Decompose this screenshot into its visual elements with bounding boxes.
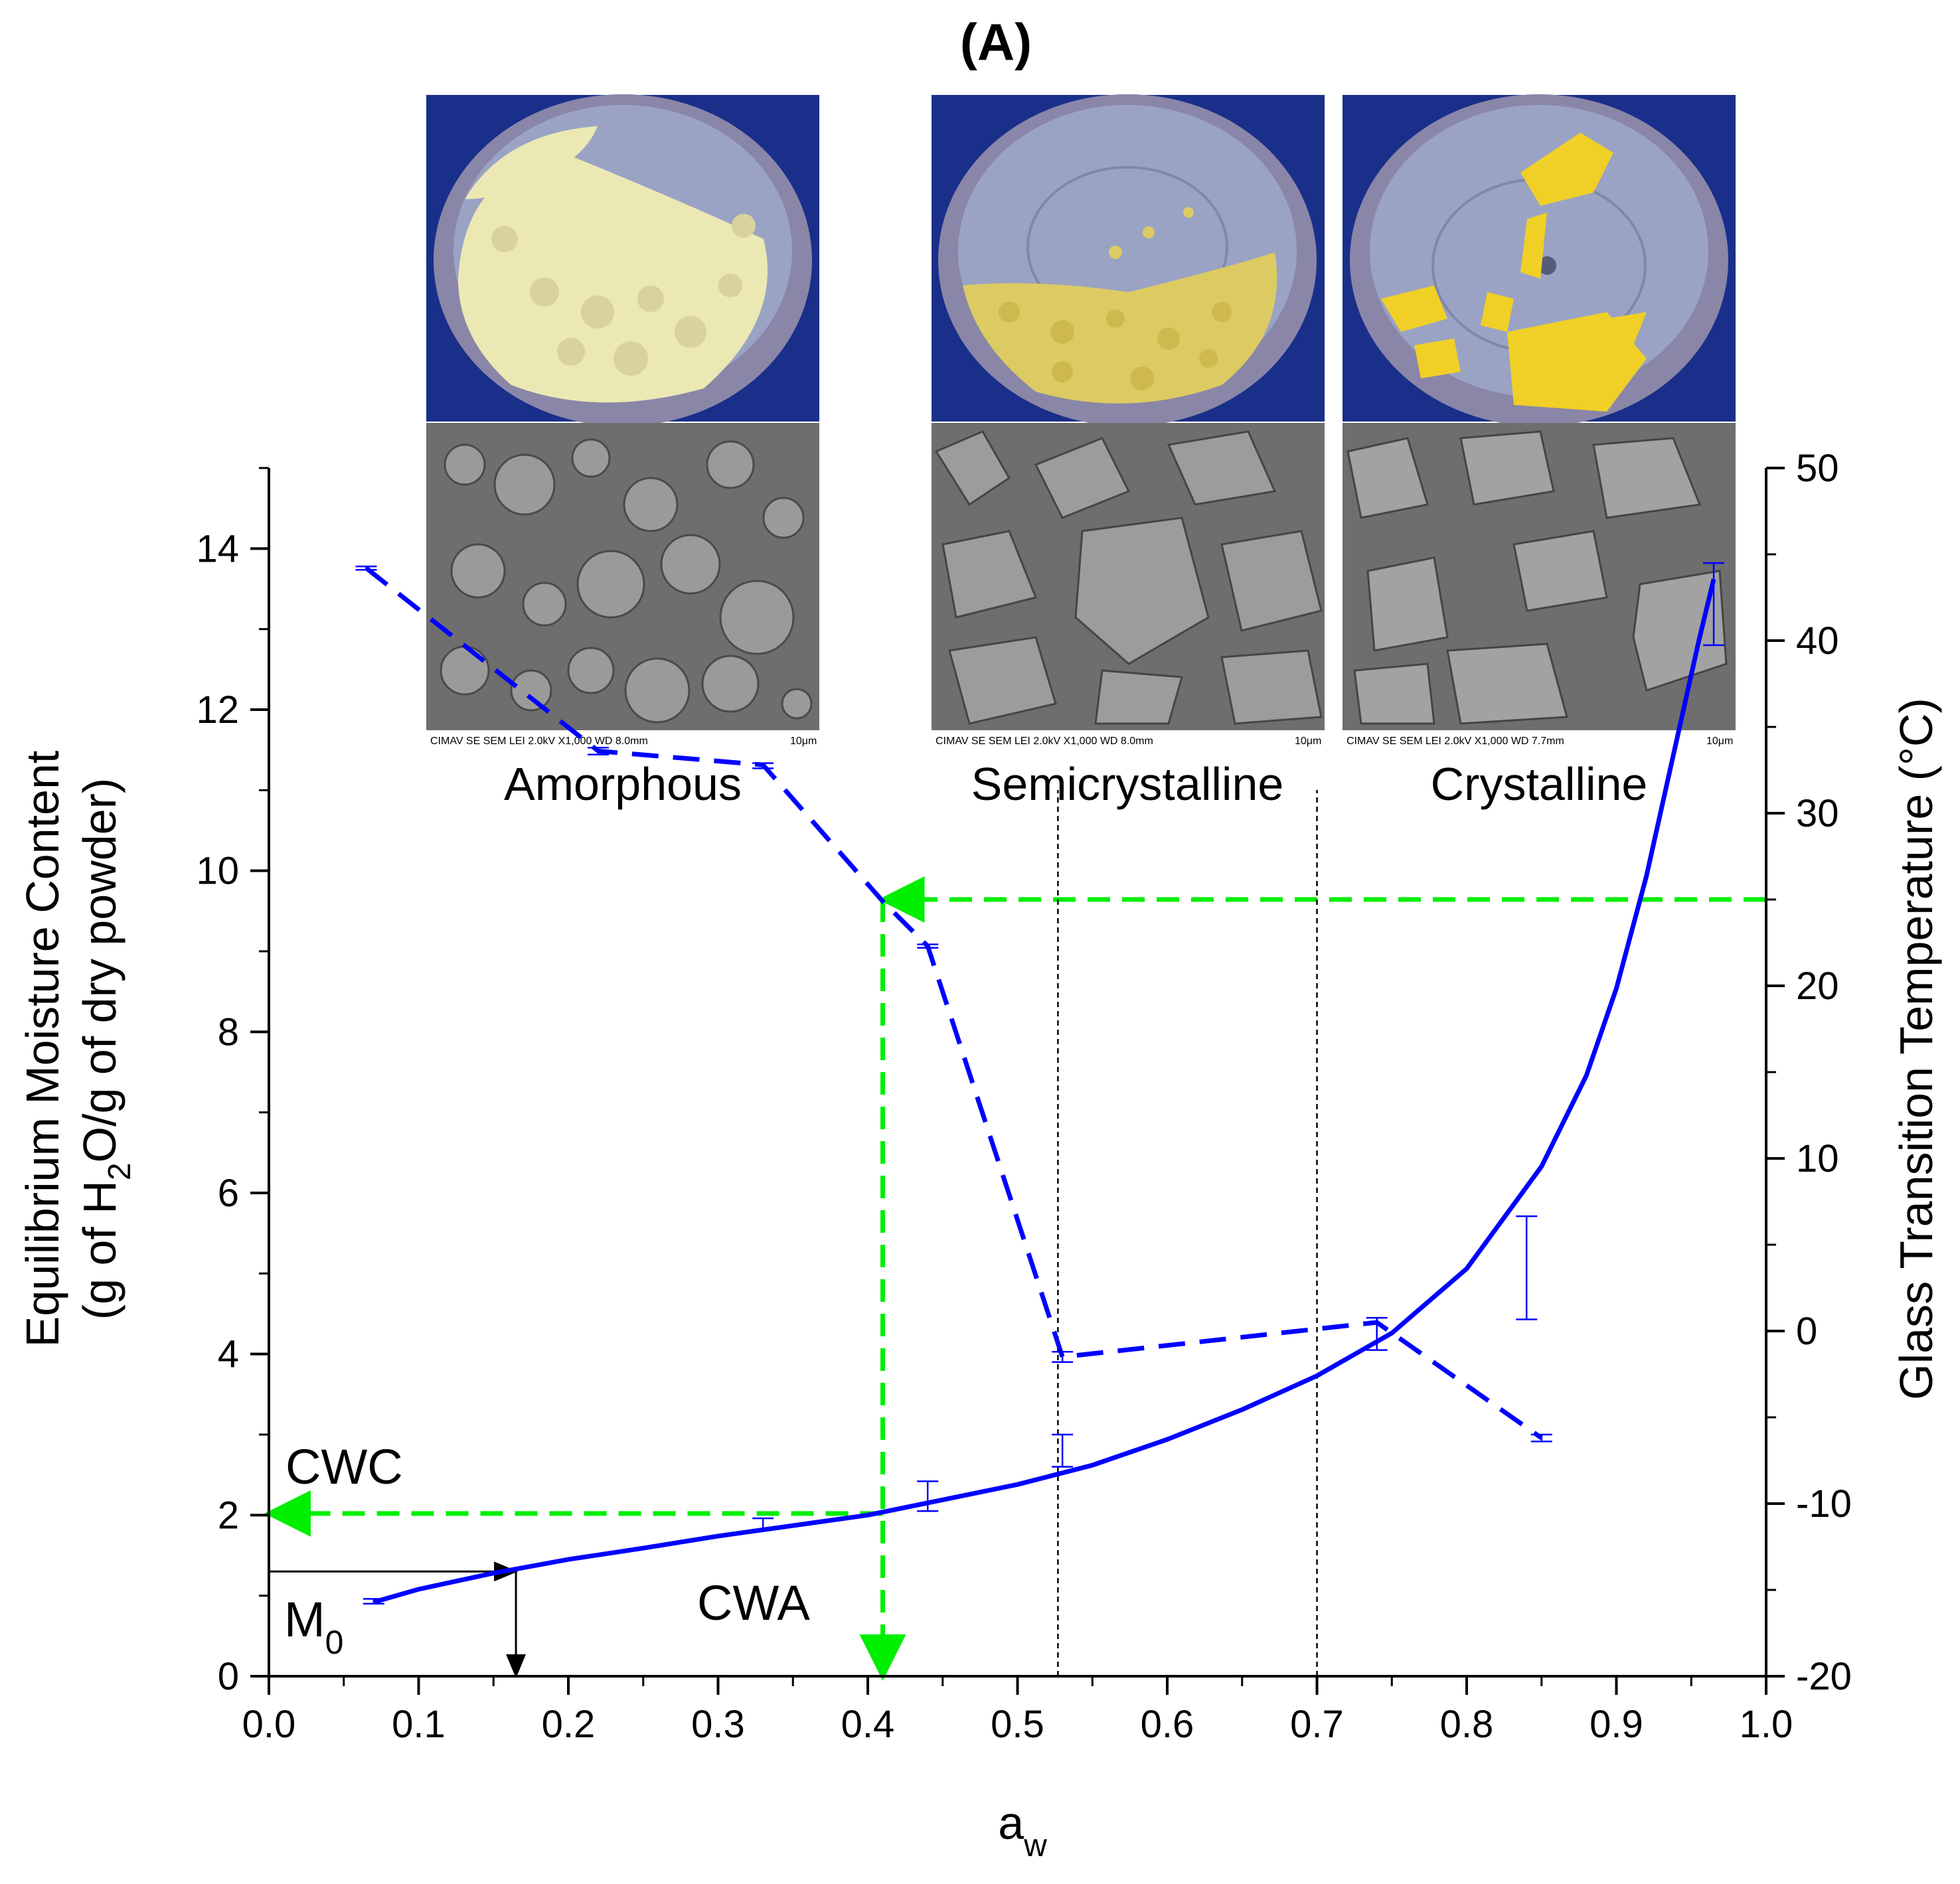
annotation-m0-sub: 0 <box>325 1624 344 1661</box>
y2-tick-label: 20 <box>1796 965 1839 1008</box>
y-axis-label-line1: Equilibrium Moisture Content <box>17 751 68 1348</box>
reference-lines <box>264 790 1766 1681</box>
y-axis-label: Equilibrium Moisture Content (g of H2O/g… <box>17 751 137 1348</box>
axes: 0.0 0.1 0.2 0.3 0.4 0.5 0.6 0.7 0.8 0.9 1.0 0 2 4 6 8 10… <box>196 447 1851 1746</box>
x-tick-label: 0.1 <box>392 1703 446 1746</box>
sem-info-semicrystalline: CIMAV SE SEM LEI 2.0kV X1,000 WD 8.0mm <box>936 736 1153 747</box>
y-axis-label-sub: 2 <box>102 1162 137 1180</box>
y-tick-label: 2 <box>218 1494 239 1537</box>
sem-amorphous: CIMAV SE SEM LEI 2.0kV X1,000 WD 8.0mm 1… <box>426 423 819 748</box>
tg-curve <box>365 566 1543 1441</box>
y2-tick-label: -10 <box>1796 1482 1852 1526</box>
y2-tick-label: 30 <box>1796 792 1839 835</box>
sem-crystalline: CIMAV SE SEM LEI 2.0kV X1,000 WD 7.7mm 1… <box>1343 423 1736 748</box>
x-tick-label: 0.0 <box>242 1703 296 1746</box>
y-tick-label: 0 <box>218 1655 239 1698</box>
x-tick-label: 0.8 <box>1440 1703 1494 1746</box>
y2-tick-label: 10 <box>1796 1137 1839 1180</box>
x-tick-label: 1.0 <box>1740 1703 1793 1746</box>
sem-scale-amorphous: 10μm <box>790 736 817 747</box>
moisture-curve <box>372 578 1716 1605</box>
x-tick-label: 0.7 <box>1290 1703 1344 1746</box>
caption-crystalline: Crystalline <box>1431 758 1648 810</box>
x-axis-label-main: a <box>998 1797 1024 1849</box>
sem-semicrystalline: CIMAV SE SEM LEI 2.0kV X1,000 WD 8.0mm 1… <box>932 423 1325 748</box>
y-axis-label-pre: (g of H <box>74 1180 125 1320</box>
annotation-cwa: CWA <box>697 1575 811 1630</box>
y-tick-label: 10 <box>196 850 239 893</box>
series <box>355 562 1725 1605</box>
photo-crystalline <box>1343 94 1736 426</box>
y-axis-label-post: O/g of dry powder) <box>74 778 125 1163</box>
x-tick-label: 0.9 <box>1590 1703 1643 1746</box>
y2-tick-label: 0 <box>1796 1310 1817 1353</box>
sem-info-amorphous: CIMAV SE SEM LEI 2.0kV X1,000 WD 8.0mm <box>430 736 648 747</box>
y-tick-label: 6 <box>218 1172 239 1215</box>
x-axis-label: aw <box>998 1797 1047 1863</box>
photo-panels: CIMAV SE SEM LEI 2.0kV X1,000 WD 8.0mm 1… <box>426 94 1736 810</box>
caption-amorphous: Amorphous <box>504 758 742 810</box>
y-tick-label: 8 <box>218 1010 239 1054</box>
y-tick-label: 14 <box>196 527 239 570</box>
y2-tick-label: -20 <box>1796 1655 1852 1698</box>
annotation-cwc: CWC <box>286 1439 403 1494</box>
annotation-m0-main: M <box>284 1592 325 1647</box>
y-axis-label-line2: (g of H2O/g of dry powder) <box>74 778 137 1320</box>
x-tick-label: 0.2 <box>542 1703 596 1746</box>
sem-scale-crystalline: 10μm <box>1706 736 1733 747</box>
x-tick-label: 0.4 <box>841 1703 895 1746</box>
x-tick-label: 0.3 <box>691 1703 745 1746</box>
y2-axis-label: Glass Transition Temperature (°C) <box>1890 698 1942 1400</box>
x-tick-label: 0.6 <box>1141 1703 1194 1746</box>
sem-info-crystalline: CIMAV SE SEM LEI 2.0kV X1,000 WD 7.7mm <box>1347 736 1564 747</box>
annotation-m0: M0 <box>284 1592 343 1661</box>
y2-tick-label: 40 <box>1796 619 1839 663</box>
x-axis-label-sub: w <box>1023 1828 1047 1863</box>
y-tick-label: 4 <box>218 1333 239 1376</box>
caption-semicrystalline: Semicrystalline <box>971 758 1284 810</box>
x-tick-label: 0.5 <box>991 1703 1044 1746</box>
chart-title: (A) <box>960 13 1032 71</box>
sem-scale-semicrystalline: 10μm <box>1295 736 1321 747</box>
y2-tick-label: 50 <box>1796 447 1839 490</box>
photo-amorphous <box>426 94 819 426</box>
y-tick-label: 12 <box>196 688 239 732</box>
photo-semicrystalline <box>932 94 1325 426</box>
